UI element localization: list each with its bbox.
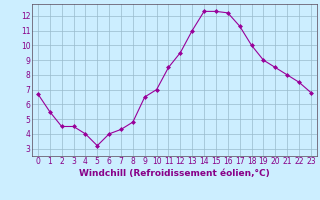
- X-axis label: Windchill (Refroidissement éolien,°C): Windchill (Refroidissement éolien,°C): [79, 169, 270, 178]
